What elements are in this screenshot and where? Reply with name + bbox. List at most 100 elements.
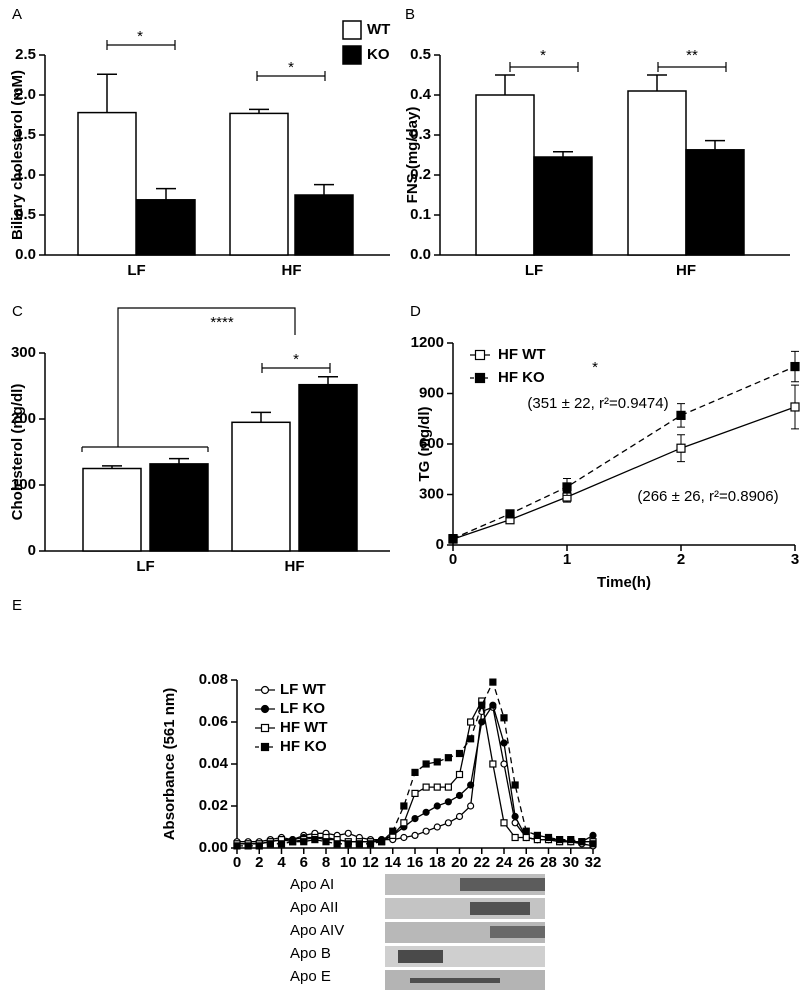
significance-label: * xyxy=(293,351,299,368)
legend-label: HF KO xyxy=(498,369,545,386)
y-tick-label: 900 xyxy=(419,384,444,401)
marker xyxy=(444,819,452,827)
marker xyxy=(522,833,530,842)
marker xyxy=(500,760,508,768)
legend-marker xyxy=(474,349,486,361)
significance-label: * xyxy=(540,47,546,64)
panel-label: C xyxy=(12,303,23,320)
marker xyxy=(448,534,458,544)
y-tick-label: 0.4 xyxy=(410,86,432,103)
blot-band xyxy=(490,926,545,938)
marker xyxy=(411,831,419,840)
legend-marker xyxy=(260,723,270,733)
y-axis-label: Absorbance (561 nm) xyxy=(161,688,178,841)
marker xyxy=(289,838,297,846)
significance-bracket xyxy=(657,62,727,72)
marker xyxy=(411,789,419,798)
x-tick-label: 20 xyxy=(451,854,468,871)
marker xyxy=(676,410,686,420)
annotation: (351 ± 22, r²=0.9474) xyxy=(527,395,668,412)
legend-label: LF WT xyxy=(280,681,326,698)
legend-label: WT xyxy=(367,21,390,38)
y-tick-label: 1.0 xyxy=(15,166,36,183)
x-tick-label: 8 xyxy=(322,854,330,871)
bar xyxy=(82,467,142,552)
marker xyxy=(455,770,464,779)
marker xyxy=(433,802,441,810)
legend-label: HF WT xyxy=(280,719,327,736)
blot-label: Apo AII xyxy=(290,899,338,916)
marker xyxy=(556,835,564,844)
bar xyxy=(149,463,209,552)
marker xyxy=(344,840,352,848)
y-axis-label: TG (mg/dl) xyxy=(416,407,433,482)
blot-label: Apo E xyxy=(290,968,331,985)
legend-label: LF KO xyxy=(280,700,325,717)
y-axis-label: FNS (mg/day) xyxy=(404,107,421,204)
y-tick-label: 0.06 xyxy=(199,713,228,730)
x-tick-label: 0 xyxy=(449,551,457,568)
y-tick-label: 100 xyxy=(11,476,36,493)
x-tick-label: 18 xyxy=(429,854,446,871)
marker xyxy=(790,361,800,372)
x-tick-label: HF xyxy=(285,558,305,575)
marker xyxy=(467,802,475,810)
marker xyxy=(277,840,286,848)
marker xyxy=(411,814,419,823)
marker xyxy=(522,827,530,835)
x-tick-label: 12 xyxy=(362,854,379,871)
x-tick-label: 30 xyxy=(562,854,579,871)
marker xyxy=(467,735,475,743)
x-axis-label: Time(h) xyxy=(597,574,651,591)
significance-bracket xyxy=(261,363,331,373)
x-tick-label: LF xyxy=(525,262,543,279)
marker xyxy=(578,838,586,846)
annotation: (266 ± 26, r²=0.8906) xyxy=(637,488,778,505)
marker xyxy=(562,482,572,492)
significance-label: **** xyxy=(210,314,234,331)
x-tick-label: LF xyxy=(127,262,145,279)
bar xyxy=(229,112,289,256)
series-line xyxy=(452,406,796,540)
y-tick-label: 0.2 xyxy=(410,166,431,183)
bar xyxy=(298,383,358,552)
y-tick-label: 1.5 xyxy=(15,126,36,143)
panel-label: A xyxy=(12,6,22,23)
blot-images xyxy=(385,874,545,990)
bar xyxy=(77,111,137,256)
blot-band xyxy=(470,902,530,915)
y-tick-label: 0.00 xyxy=(199,839,228,856)
blot-band xyxy=(460,878,545,891)
bar xyxy=(294,194,354,256)
marker xyxy=(400,819,408,827)
y-tick-label: 200 xyxy=(11,410,36,427)
marker xyxy=(790,402,800,412)
legend-marker xyxy=(474,372,486,384)
marker xyxy=(455,812,464,821)
bar xyxy=(231,421,291,552)
marker xyxy=(433,783,441,791)
marker xyxy=(433,823,441,831)
x-tick-label: 6 xyxy=(300,854,308,871)
marker xyxy=(533,831,541,840)
y-tick-label: 0.1 xyxy=(410,206,431,223)
legend-marker xyxy=(260,742,270,752)
x-tick-label: 28 xyxy=(540,854,557,871)
legend-label: HF WT xyxy=(498,346,545,363)
x-tick-label: 3 xyxy=(791,551,799,568)
bar xyxy=(475,94,535,256)
x-tick-label: 4 xyxy=(277,854,286,871)
marker xyxy=(589,840,597,848)
y-tick-label: 0 xyxy=(28,542,36,559)
y-tick-label: 0.04 xyxy=(199,755,229,772)
x-tick-label: 16 xyxy=(407,854,424,871)
marker xyxy=(478,701,486,709)
y-axis-label: Biliary cholesterol (mM) xyxy=(9,70,26,240)
marker xyxy=(344,829,352,837)
marker xyxy=(455,791,464,800)
marker xyxy=(422,808,430,816)
marker xyxy=(333,840,341,848)
significance-bracket xyxy=(509,62,579,72)
x-tick-label: 32 xyxy=(585,854,602,871)
